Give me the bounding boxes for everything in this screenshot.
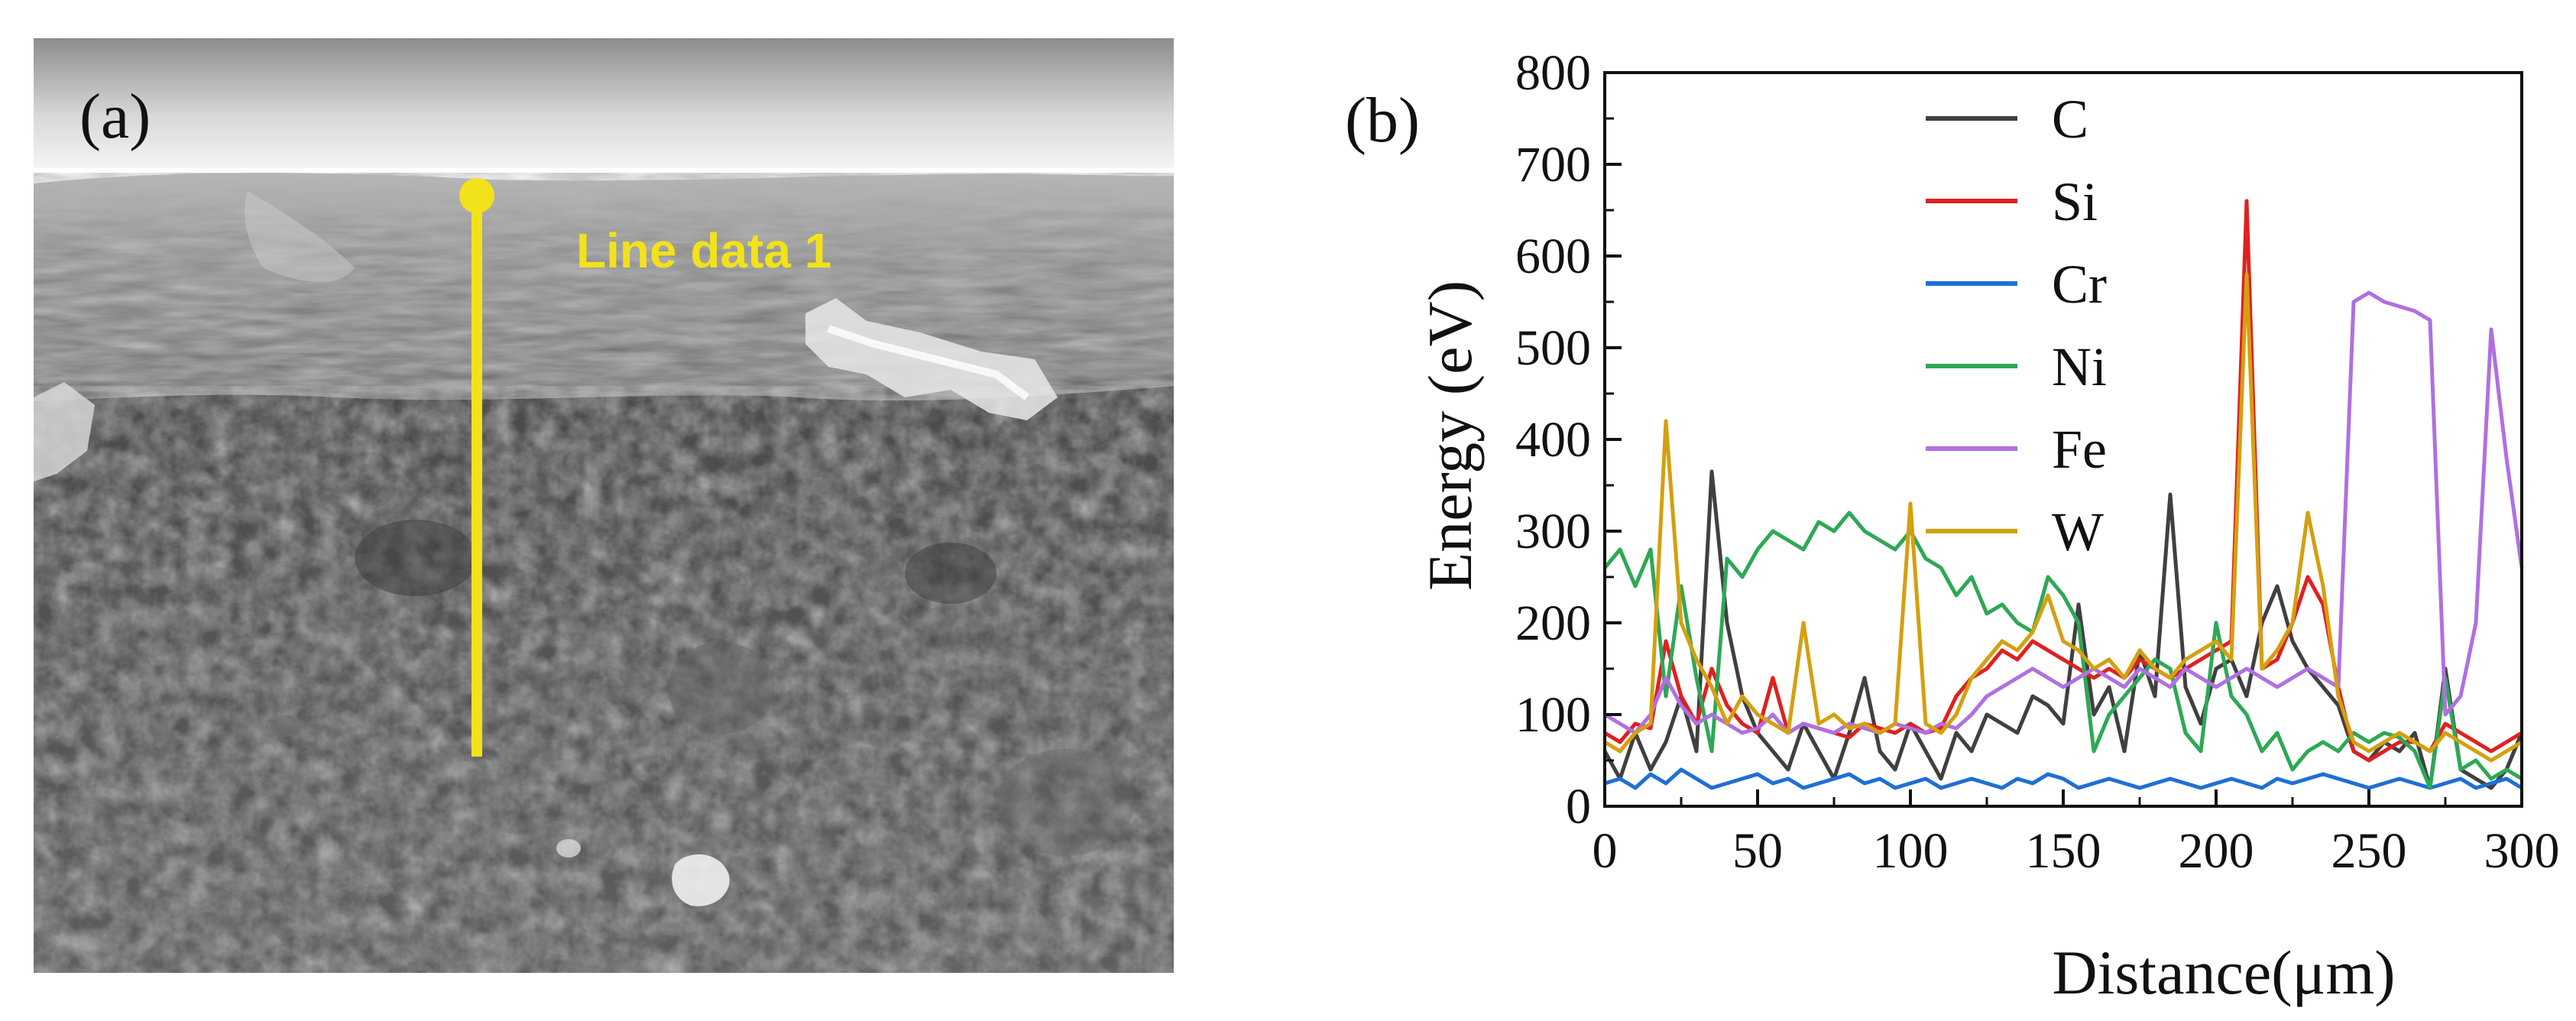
legend-label-cr: Cr: [2052, 254, 2107, 315]
y-tick-label: 0: [1566, 779, 1591, 835]
y-tick-label: 100: [1515, 687, 1591, 743]
y-tick-label: 400: [1515, 412, 1591, 468]
legend: C Si Cr Ni Fe W: [1926, 89, 2107, 562]
y-tick-label: 300: [1515, 504, 1591, 559]
x-axis-label: Distance(μm): [2052, 938, 2395, 1007]
series-line-si: [1603, 199, 2523, 763]
y-tick-label: 500: [1515, 320, 1591, 376]
series-line-cr: [1604, 767, 2523, 790]
series-layer: [1602, 199, 2524, 790]
series-line-w: [1603, 272, 2523, 763]
chart-svg: (b) 0 50 100 150 200 250 300 0 100 200 300 400 500 60…: [1345, 45, 2560, 1007]
legend-label-ni: Ni: [2052, 336, 2107, 397]
sem-image: (a) Line data 1: [34, 38, 1174, 973]
series-line-ni: [1603, 510, 2523, 790]
legend-label-fe: Fe: [2052, 419, 2107, 480]
legend-label-w: W: [2052, 501, 2104, 562]
y-tick-label: 700: [1515, 137, 1591, 193]
y-axis-label: Energy (eV): [1415, 280, 1485, 591]
y-tick-label: 800: [1515, 45, 1591, 101]
line-data-label: Line data 1: [576, 223, 831, 278]
x-tick-label: 100: [1873, 823, 1949, 879]
y-tick-label: 200: [1515, 595, 1591, 651]
series-line-fe: [1603, 290, 2524, 735]
line-scan-chart: (b) 0 50 100 150 200 250 300 0 100 200 300 400 500 60…: [1299, 0, 2576, 1017]
x-tick-label: 200: [2179, 823, 2254, 879]
sem-micrograph: (a) Line data 1: [34, 38, 1174, 973]
x-tick-label: 50: [1732, 823, 1783, 879]
legend-label-si: Si: [2052, 171, 2098, 232]
line-scan-start-marker: [459, 178, 494, 213]
x-tick-label: 150: [2026, 823, 2101, 879]
x-tick-label: 0: [1593, 823, 1618, 879]
y-tick-label: 600: [1515, 229, 1591, 284]
axes-layer: 0 50 100 150 200 250 300 0 100 200 300 400 500 600 700…: [1515, 45, 2560, 879]
x-tick-label: 250: [2331, 823, 2407, 879]
panel-a-label: (a): [79, 81, 151, 152]
panel-b-label: (b): [1345, 85, 1420, 156]
x-tick-label: 300: [2484, 823, 2560, 879]
legend-label-c: C: [2052, 89, 2088, 150]
